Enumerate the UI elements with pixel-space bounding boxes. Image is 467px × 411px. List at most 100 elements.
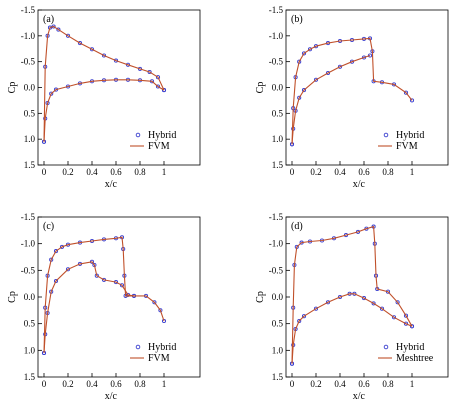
series-line-upper — [43, 25, 165, 142]
legend-label: Hybrid — [396, 342, 424, 353]
series-point — [155, 75, 161, 80]
y-tick-label: -1.0 — [269, 31, 284, 41]
legend-marker-hybrid — [135, 344, 141, 350]
x-tick-label: 0.2 — [310, 379, 321, 389]
y-tick-label: 0.0 — [272, 83, 284, 93]
y-tick-label: -1.0 — [21, 239, 36, 249]
panel-label: (c) — [43, 221, 54, 232]
series-point — [371, 301, 376, 306]
series-point — [409, 324, 415, 329]
panel-label: (a) — [43, 14, 54, 25]
series-point — [313, 77, 319, 82]
y-tick-label: -0.5 — [21, 57, 36, 67]
series-point — [49, 91, 54, 96]
y-tick-label: 0.0 — [24, 83, 36, 93]
legend-label: FVM — [396, 141, 418, 152]
x-tick-label: 0.4 — [86, 379, 98, 389]
series-line-lower — [291, 293, 413, 364]
x-tick-label: 0.6 — [358, 167, 370, 177]
series-point — [307, 47, 313, 52]
series-point — [101, 53, 107, 58]
y-tick-label: -0.5 — [269, 265, 284, 275]
y-tick-label: 0.0 — [272, 292, 284, 302]
y-tick-label: 1.5 — [24, 160, 36, 170]
series-point — [89, 47, 95, 52]
y-tick-label: 1.0 — [24, 134, 36, 144]
series-point — [337, 64, 343, 69]
y-tick-label: -1.5 — [269, 5, 284, 15]
x-tick-label: 0 — [290, 167, 295, 177]
legend-marker-hybrid — [383, 344, 389, 350]
plot-frame — [37, 216, 201, 378]
series-point — [119, 283, 125, 288]
legend-label: FVM — [148, 141, 170, 152]
y-axis-label: Cp — [7, 291, 18, 303]
legend-marker-hybrid — [135, 132, 141, 138]
series-point — [409, 98, 415, 103]
x-tick-label: 0.2 — [310, 167, 321, 177]
x-tick-label: 0 — [290, 379, 295, 389]
series-line-lower — [291, 54, 371, 145]
series-point — [59, 244, 65, 249]
series-point — [152, 300, 157, 305]
series-point — [403, 90, 409, 95]
x-tick-label: 1 — [162, 167, 167, 177]
x-tick-label: 0.6 — [358, 379, 370, 389]
x-tick-label: 0.2 — [62, 167, 73, 177]
y-tick-label: -1.5 — [21, 5, 36, 15]
x-tick-label: 0.8 — [382, 167, 394, 177]
y-tick-label: 1.0 — [24, 345, 36, 355]
legend-label: Hybrid — [396, 130, 424, 141]
series-line-upper — [291, 37, 413, 145]
series-point — [391, 315, 397, 320]
x-tick-label: 0 — [42, 379, 47, 389]
series-point — [65, 33, 71, 38]
x-tick-label: 1 — [410, 167, 415, 177]
series-point — [395, 300, 400, 305]
y-tick-label: -1.0 — [21, 31, 36, 41]
series-point — [77, 41, 83, 46]
x-tick-label: 0.8 — [134, 379, 146, 389]
series-point — [325, 300, 331, 305]
series-point — [301, 51, 307, 56]
plot-frame — [285, 9, 449, 166]
panel-label: (d) — [291, 221, 303, 232]
x-tick-label: 0 — [42, 167, 47, 177]
y-tick-label: 0.0 — [24, 292, 36, 302]
series-point — [403, 313, 409, 318]
x-axis-label: x/c — [353, 179, 366, 190]
y-axis-label: Cp — [255, 291, 266, 303]
y-tick-label: -0.5 — [269, 57, 284, 67]
panel-b: -1.5 -1.0 -0.5 0.0 0.5 1.0 1.5 0 0.2 0.4 0.6 0.8 1 x/… — [255, 5, 449, 190]
y-tick-label: 0.5 — [24, 108, 36, 118]
x-tick-label: 0.6 — [110, 167, 122, 177]
series-point — [325, 70, 331, 76]
y-tick-label: -0.5 — [21, 265, 36, 275]
series-point — [301, 314, 307, 319]
x-tick-label: 1 — [410, 379, 415, 389]
x-tick-label: 0.2 — [62, 379, 73, 389]
series-point — [155, 84, 161, 89]
series-line-upper — [43, 236, 165, 354]
y-tick-label: -1.0 — [269, 239, 284, 249]
x-tick-label: 0.6 — [110, 379, 122, 389]
legend-label: Hybrid — [148, 130, 176, 141]
y-tick-label: 0.5 — [272, 108, 284, 118]
series-point — [361, 296, 367, 301]
series-point — [297, 318, 302, 324]
series-point — [379, 306, 385, 311]
legend-marker-hybrid — [383, 132, 389, 138]
series-point — [403, 321, 409, 326]
y-tick-label: 1.0 — [272, 345, 284, 355]
x-axis-label: x/c — [353, 391, 366, 402]
x-tick-label: 1 — [162, 379, 167, 389]
y-tick-label: 0.5 — [24, 319, 36, 329]
y-tick-label: 1.0 — [272, 134, 284, 144]
x-tick-label: 0.4 — [334, 167, 346, 177]
panel-label: (b) — [291, 14, 303, 25]
series-line-upper — [291, 225, 413, 364]
panel-c: -1.5 -1.0 -0.5 0.0 0.5 1.0 1.5 0 0.2 0.4 0.6 0.8 1 x/… — [7, 212, 201, 402]
y-axis-label: Cp — [255, 82, 266, 94]
series-point — [65, 267, 71, 272]
